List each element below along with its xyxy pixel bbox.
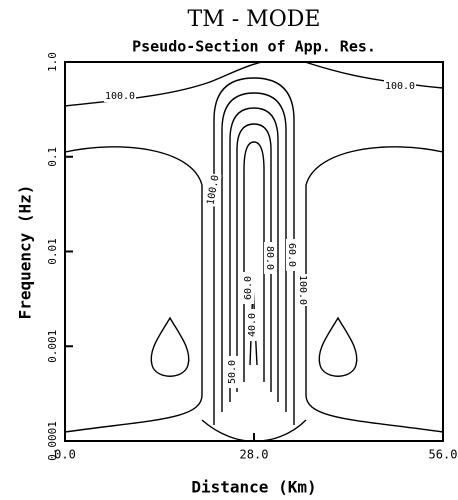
- contour-label: 50.0: [227, 360, 238, 384]
- contour-label: 100.0: [205, 174, 221, 206]
- contour-label-bg: [242, 272, 254, 304]
- contour-label-bg: [264, 242, 276, 274]
- contour-label: 100.0: [297, 275, 308, 305]
- contour-label-bg: [204, 173, 222, 207]
- contour-label: 100.0: [385, 81, 415, 92]
- x-tick-label: 56.0: [429, 448, 458, 462]
- contour-label: 60.0: [243, 276, 254, 300]
- contours: [64, 61, 444, 442]
- contour-line: [213, 77, 295, 425]
- contour-line: [229, 107, 279, 402]
- x-tick-label: 28.0: [240, 448, 269, 462]
- plot-frame: [64, 61, 444, 442]
- contour-label-bg: [246, 309, 258, 341]
- contour-line: [257, 419, 307, 442]
- contour-line: [201, 419, 251, 442]
- contour-label-bg: [297, 274, 309, 306]
- contour-label-bg: [226, 356, 238, 388]
- contour-line: [304, 61, 444, 89]
- y-tick-label: 1.0: [46, 52, 59, 72]
- contour-line: [243, 141, 265, 382]
- y-axis-label: Frequency (Hz): [16, 185, 35, 320]
- chart-subtitle: Pseudo-Section of App. Res.: [132, 38, 376, 56]
- contour-label: 100.0: [105, 91, 135, 102]
- contour-label: 60.0: [286, 243, 297, 267]
- contour-line: [150, 316, 190, 377]
- contour-line: [305, 146, 444, 433]
- contour-label: 80.0: [264, 246, 275, 270]
- y-tick-label: 0.1: [46, 147, 59, 167]
- contour-label-bg: [384, 80, 416, 92]
- contour-label-bg: [104, 90, 136, 102]
- contour-line: [221, 92, 287, 412]
- contour-label-bg: [286, 239, 298, 271]
- x-axis-label: Distance (Km): [191, 478, 316, 497]
- contour-line: [236, 123, 272, 392]
- chart-title: TM - MODE: [188, 7, 321, 32]
- contour-label: 40.0: [247, 313, 258, 337]
- contour-line: [64, 146, 203, 433]
- y-tick-label: 0.001: [46, 330, 59, 363]
- contour-line: [318, 316, 358, 377]
- y-tick-label: 0.0001: [46, 421, 59, 461]
- y-tick-label: 0.01: [46, 238, 59, 265]
- x-tick-label: 0.0: [54, 448, 76, 462]
